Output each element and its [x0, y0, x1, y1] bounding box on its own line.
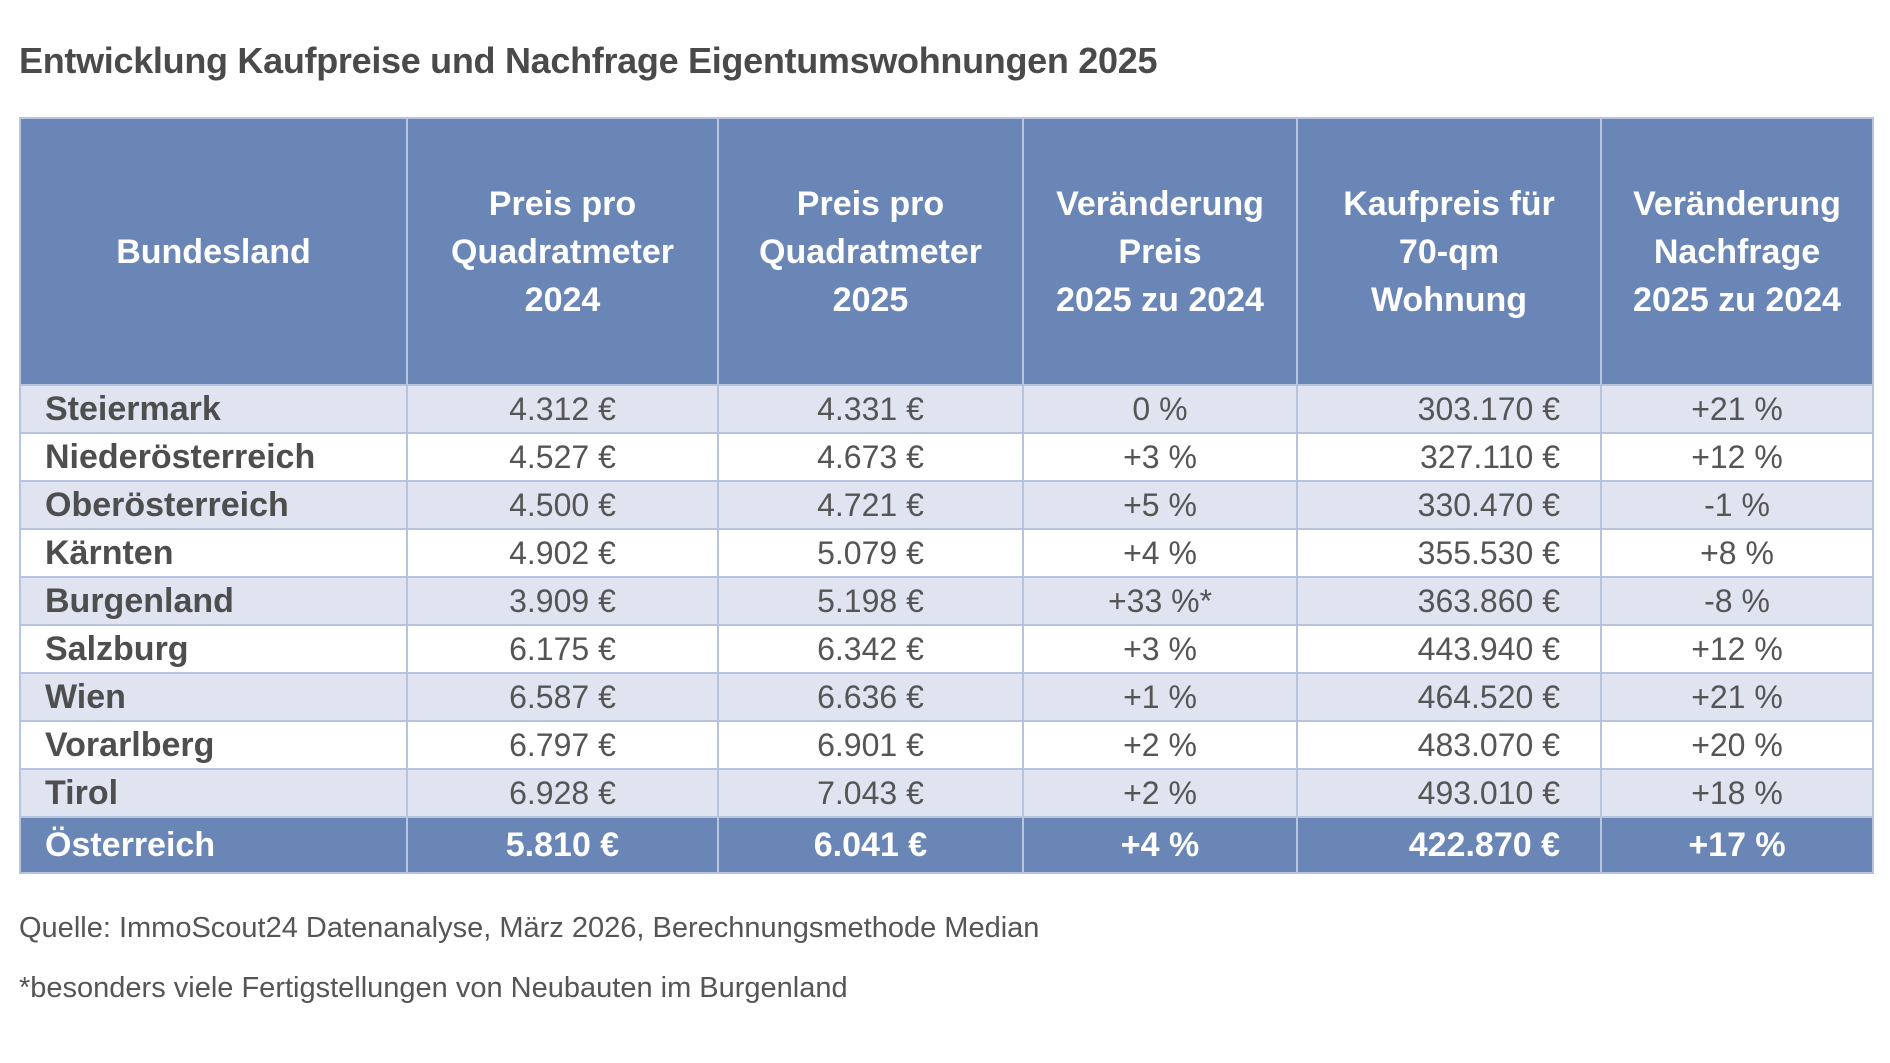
- column-header: Veränderung Preis 2025 zu 2024: [1022, 117, 1298, 386]
- region-cell: Wien: [19, 672, 408, 722]
- value-cell: 4.673 €: [717, 432, 1024, 482]
- value-cell: +33 %*: [1022, 576, 1298, 626]
- value-cell: +18 %: [1600, 768, 1874, 818]
- header-row: Bundesland Preis pro Quadratmeter 2024 Preis…: [19, 117, 1874, 386]
- value-cell: 4.312 €: [406, 384, 719, 434]
- value-cell: 6.587 €: [406, 672, 719, 722]
- price-table: Bundesland Preis pro Quadratmeter 2024 Preis…: [19, 117, 1874, 874]
- value-cell: -1 %: [1600, 480, 1874, 530]
- header-line: Nachfrage: [1653, 232, 1821, 271]
- value-cell: 4.721 €: [717, 480, 1024, 530]
- value-cell: 483.070 €: [1296, 720, 1602, 770]
- column-header: Kaufpreis für 70-qm Wohnung: [1296, 117, 1602, 386]
- value-cell: +4 %: [1022, 528, 1298, 578]
- value-cell: 5.198 €: [717, 576, 1024, 626]
- value-cell: +3 %: [1022, 624, 1298, 674]
- header-line: 2024: [524, 280, 601, 319]
- region-cell: Kärnten: [19, 528, 408, 578]
- value-cell: 303.170 €: [1296, 384, 1602, 434]
- value-cell: 4.331 €: [717, 384, 1024, 434]
- value-cell: +12 %: [1600, 432, 1874, 482]
- table-row: Tirol 6.928 €7.043 € +2 % 493.010 € +18 %: [19, 768, 1874, 818]
- total-row: Österreich 5.810 €6.041 € +4 % 422.870 € +17…: [19, 816, 1874, 874]
- value-cell: 7.043 €: [717, 768, 1024, 818]
- value-cell: 6.928 €: [406, 768, 719, 818]
- table-row: Wien 6.587 €6.636 € +1 % 464.520 € +21 %: [19, 672, 1874, 722]
- value-cell: 6.797 €: [406, 720, 719, 770]
- value-cell: +8 %: [1600, 528, 1874, 578]
- header-line: Preis pro: [488, 184, 637, 223]
- value-cell: -8 %: [1600, 576, 1874, 626]
- page-title: Entwicklung Kaufpreise und Nachfrage Eig…: [19, 40, 1158, 81]
- column-header: Bundesland: [19, 117, 408, 386]
- header-line: Bundesland: [116, 232, 311, 271]
- value-cell: 4.902 €: [406, 528, 719, 578]
- column-header: Veränderung Nachfrage 2025 zu 2024: [1600, 117, 1874, 386]
- table-row: Kärnten 4.902 €5.079 € +4 % 355.530 € +8 %: [19, 528, 1874, 578]
- region-cell: Salzburg: [19, 624, 408, 674]
- region-cell: Burgenland: [19, 576, 408, 626]
- value-cell: 355.530 €: [1296, 528, 1602, 578]
- source-note: Quelle: ImmoScout24 Datenanalyse, März 2…: [19, 912, 1040, 944]
- header-line: 2025 zu 2024: [1633, 280, 1841, 319]
- value-cell: +20 %: [1600, 720, 1874, 770]
- value-cell: 3.909 €: [406, 576, 719, 626]
- region-cell: Vorarlberg: [19, 720, 408, 770]
- header-line: Quadratmeter: [451, 232, 674, 271]
- value-cell: 330.470 €: [1296, 480, 1602, 530]
- region-cell: Niederösterreich: [19, 432, 408, 482]
- total-value: 422.870 €: [1296, 816, 1602, 874]
- value-cell: 6.636 €: [717, 672, 1024, 722]
- value-cell: +2 %: [1022, 768, 1298, 818]
- value-cell: 464.520 €: [1296, 672, 1602, 722]
- value-cell: +3 %: [1022, 432, 1298, 482]
- header-line: 2025: [832, 280, 909, 319]
- header-line: Preis: [1118, 232, 1202, 271]
- value-cell: 6.175 €: [406, 624, 719, 674]
- value-cell: 327.110 €: [1296, 432, 1602, 482]
- value-cell: 6.342 €: [717, 624, 1024, 674]
- table-row: Niederösterreich 4.527 €4.673 € +3 % 327.11…: [19, 432, 1874, 482]
- value-cell: +5 %: [1022, 480, 1298, 530]
- total-value: 5.810 €: [406, 816, 719, 874]
- value-cell: 4.527 €: [406, 432, 719, 482]
- value-cell: +12 %: [1600, 624, 1874, 674]
- footnote: *besonders viele Fertigstellungen von Ne…: [19, 972, 848, 1004]
- column-header: Preis pro Quadratmeter 2024: [406, 117, 719, 386]
- value-cell: +21 %: [1600, 672, 1874, 722]
- value-cell: 0 %: [1022, 384, 1298, 434]
- header-line: Quadratmeter: [759, 232, 982, 271]
- header-line: Veränderung: [1056, 184, 1264, 223]
- table-row: Oberösterreich 4.500 €4.721 € +5 % 330.470 …: [19, 480, 1874, 530]
- value-cell: +1 %: [1022, 672, 1298, 722]
- region-cell: Steiermark: [19, 384, 408, 434]
- total-label: Österreich: [19, 816, 408, 874]
- value-cell: 443.940 €: [1296, 624, 1602, 674]
- table-row: Salzburg 6.175 €6.342 € +3 % 443.940 € +12 %: [19, 624, 1874, 674]
- total-value: +17 %: [1600, 816, 1874, 874]
- value-cell: 363.860 €: [1296, 576, 1602, 626]
- table-row: Burgenland 3.909 €5.198 € +33 %* 363.860 € -…: [19, 576, 1874, 626]
- header-line: 2025 zu 2024: [1056, 280, 1264, 319]
- header-line: 70-qm: [1398, 232, 1500, 271]
- total-value: +4 %: [1022, 816, 1298, 874]
- header-line: Wohnung: [1370, 280, 1528, 319]
- value-cell: 493.010 €: [1296, 768, 1602, 818]
- table-row: Steiermark 4.312 €4.331 €0 % 303.170 € +21 …: [19, 384, 1874, 434]
- region-cell: Oberösterreich: [19, 480, 408, 530]
- column-header: Preis pro Quadratmeter 2025: [717, 117, 1024, 386]
- header-line: Veränderung: [1633, 184, 1841, 223]
- value-cell: 4.500 €: [406, 480, 719, 530]
- value-cell: +21 %: [1600, 384, 1874, 434]
- total-value: 6.041 €: [717, 816, 1024, 874]
- value-cell: 6.901 €: [717, 720, 1024, 770]
- table-row: Vorarlberg 6.797 €6.901 € +2 % 483.070 € +20…: [19, 720, 1874, 770]
- region-cell: Tirol: [19, 768, 408, 818]
- header-line: Kaufpreis für: [1343, 184, 1555, 223]
- value-cell: 5.079 €: [717, 528, 1024, 578]
- value-cell: +2 %: [1022, 720, 1298, 770]
- header-line: Preis pro: [796, 184, 945, 223]
